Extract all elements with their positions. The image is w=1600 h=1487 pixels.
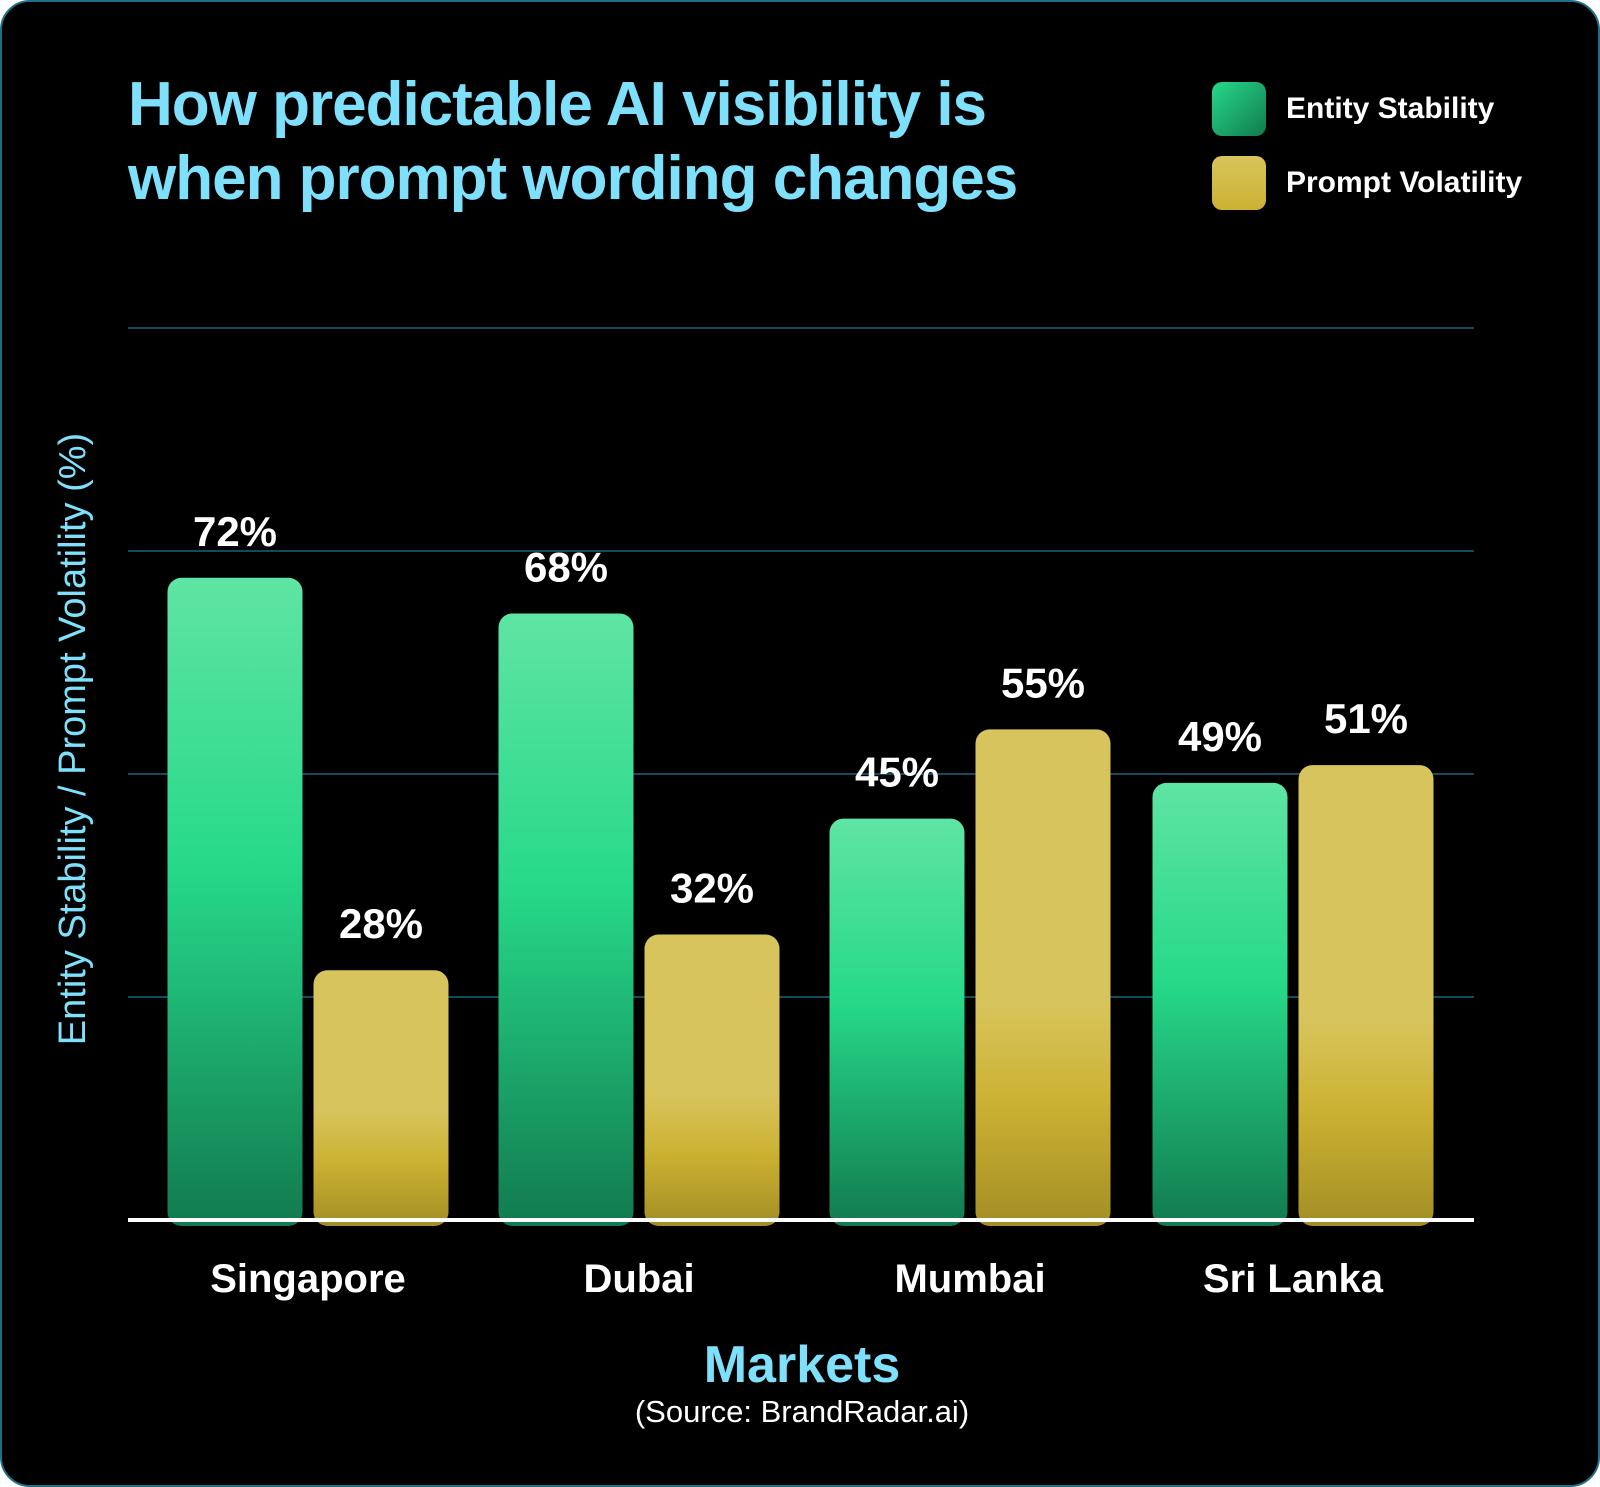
x-axis-title: Markets xyxy=(704,1336,901,1394)
x-tick-label-dubai: Dubai xyxy=(583,1257,694,1301)
legend-item-entity-stability: Entity Stability xyxy=(1212,82,1582,136)
value-label-entity-stability-mumbai: 45% xyxy=(855,749,939,796)
y-axis-title: Entity Stability / Prompt Volatility (%) xyxy=(52,433,94,1045)
x-tick-label-mumbai: Mumbai xyxy=(894,1257,1045,1301)
bar-entity-stability-mumbai xyxy=(829,818,965,1226)
legend-label-entity-stability: Entity Stability xyxy=(1286,92,1495,125)
bar-prompt-volatility-mumbai xyxy=(975,729,1111,1226)
x-tick-label-sri-lanka: Sri Lanka xyxy=(1203,1257,1384,1301)
bar-prompt-volatility-singapore xyxy=(313,970,449,1226)
bar-entity-stability-singapore xyxy=(167,577,303,1226)
value-label-entity-stability-dubai: 68% xyxy=(524,543,608,590)
bar-prompt-volatility-sri-lanka xyxy=(1298,765,1434,1226)
source-note: (Source: BrandRadar.ai) xyxy=(634,1394,970,1429)
value-label-prompt-volatility-sri-lanka: 51% xyxy=(1324,695,1408,742)
value-label-entity-stability-singapore: 72% xyxy=(193,508,277,555)
chart-title: How predictable AI visibility is when pr… xyxy=(128,70,1018,213)
legend-label-prompt-volatility: Prompt Volatility xyxy=(1286,166,1523,199)
legend-swatch-prompt-volatility xyxy=(1212,156,1266,210)
value-label-entity-stability-sri-lanka: 49% xyxy=(1178,713,1262,760)
legend-swatch-entity-stability xyxy=(1212,82,1266,136)
x-tick-label-singapore: Singapore xyxy=(210,1257,406,1301)
bar-entity-stability-sri-lanka xyxy=(1152,782,1288,1226)
value-label-prompt-volatility-singapore: 28% xyxy=(339,900,423,947)
value-label-prompt-volatility-mumbai: 55% xyxy=(1001,659,1085,706)
bar-entity-stability-dubai xyxy=(498,613,634,1226)
value-label-prompt-volatility-dubai: 32% xyxy=(670,865,754,912)
legend-item-prompt-volatility: Prompt Volatility xyxy=(1212,156,1582,210)
bar-prompt-volatility-dubai xyxy=(644,934,780,1226)
legend: Entity Stability Prompt Volatility xyxy=(1212,82,1582,230)
